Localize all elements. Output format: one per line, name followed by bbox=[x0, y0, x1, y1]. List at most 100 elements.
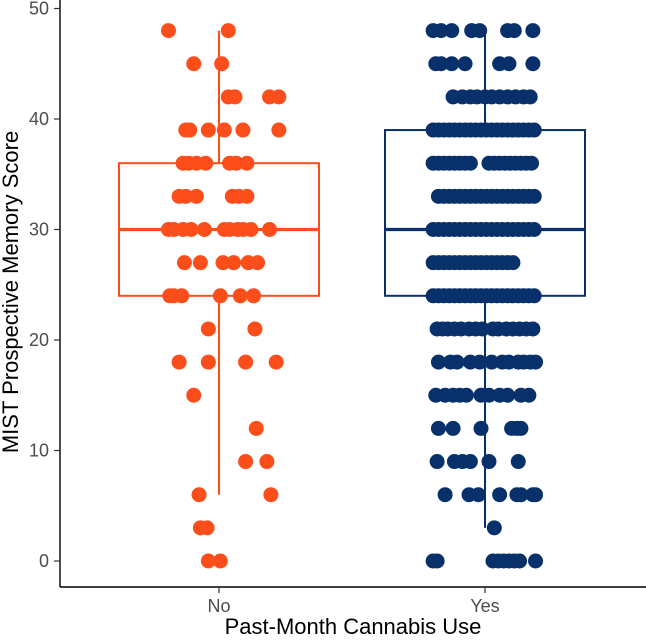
data-point-no bbox=[262, 222, 278, 237]
data-point-yes bbox=[433, 56, 449, 72]
data-point-no bbox=[215, 255, 231, 271]
data-point-yes bbox=[472, 23, 488, 39]
data-point-yes bbox=[510, 454, 526, 470]
data-point-yes bbox=[457, 56, 473, 72]
data-point-no bbox=[238, 354, 254, 370]
data-point-yes bbox=[445, 420, 461, 436]
x-tick-label: Yes bbox=[470, 596, 499, 616]
y-tick-label: 50 bbox=[29, 0, 49, 19]
data-point-yes bbox=[484, 354, 500, 370]
plot-area bbox=[118, 23, 586, 569]
data-point-no bbox=[220, 23, 236, 39]
data-point-yes bbox=[526, 222, 542, 237]
data-point-no bbox=[188, 188, 204, 204]
data-point-yes bbox=[500, 387, 516, 403]
y-tick-label: 20 bbox=[29, 330, 49, 350]
data-point-no bbox=[200, 354, 216, 370]
data-point-no bbox=[182, 122, 198, 138]
data-point-yes bbox=[429, 553, 445, 569]
data-point-yes bbox=[505, 255, 521, 271]
data-point-yes bbox=[444, 56, 460, 72]
data-point-yes bbox=[513, 487, 529, 503]
data-point-no bbox=[263, 487, 279, 503]
data-point-yes bbox=[525, 56, 541, 72]
y-tick-label: 10 bbox=[29, 441, 49, 461]
data-point-yes bbox=[462, 155, 478, 171]
data-point-no bbox=[216, 122, 232, 138]
y-tick-label: 40 bbox=[29, 109, 49, 129]
data-point-no bbox=[171, 354, 187, 370]
data-point-yes bbox=[501, 56, 517, 72]
data-point-yes bbox=[449, 354, 465, 370]
data-point-yes bbox=[481, 387, 497, 403]
data-point-no bbox=[226, 255, 242, 271]
data-point-no bbox=[176, 255, 192, 271]
data-point-yes bbox=[512, 553, 528, 569]
data-point-no bbox=[239, 188, 255, 204]
data-point-no bbox=[198, 155, 214, 171]
data-point-yes bbox=[525, 23, 541, 39]
data-point-yes bbox=[472, 354, 488, 370]
data-point-yes bbox=[458, 387, 474, 403]
x-axis-title: Past-Month Cannabis Use bbox=[225, 614, 482, 639]
data-point-yes bbox=[429, 454, 445, 470]
data-point-no bbox=[239, 155, 255, 171]
box-yes bbox=[384, 129, 586, 297]
data-point-yes bbox=[526, 188, 542, 204]
data-point-no bbox=[246, 288, 262, 304]
y-tick-label: 0 bbox=[39, 551, 49, 571]
data-point-yes bbox=[525, 321, 541, 337]
data-point-no bbox=[271, 122, 287, 138]
data-point-no bbox=[250, 255, 266, 271]
data-point-yes bbox=[521, 387, 537, 403]
data-point-yes bbox=[492, 487, 508, 503]
data-point-no bbox=[247, 321, 263, 337]
data-point-no bbox=[186, 387, 202, 403]
data-point-yes bbox=[528, 354, 544, 370]
data-point-yes bbox=[526, 288, 542, 304]
data-point-yes bbox=[526, 122, 542, 138]
data-point-no bbox=[196, 222, 212, 237]
data-point-yes bbox=[528, 487, 544, 503]
data-point-no bbox=[228, 155, 244, 171]
data-point-no bbox=[183, 222, 199, 237]
data-point-no bbox=[186, 56, 202, 72]
data-point-no bbox=[271, 89, 287, 105]
data-point-no bbox=[160, 23, 176, 39]
data-point-yes bbox=[522, 89, 538, 105]
data-point-yes bbox=[524, 155, 540, 171]
x-tick-label: No bbox=[207, 596, 230, 616]
data-point-yes bbox=[473, 420, 489, 436]
data-point-no bbox=[243, 222, 259, 237]
data-point-no bbox=[191, 487, 207, 503]
data-point-no bbox=[212, 553, 228, 569]
data-point-no bbox=[232, 288, 248, 304]
data-point-no bbox=[192, 255, 208, 271]
data-point-yes bbox=[462, 454, 478, 470]
data-point-yes bbox=[486, 520, 502, 536]
data-point-yes bbox=[506, 23, 522, 39]
axes: 0 10 20 30 40 50 No Yes bbox=[29, 0, 646, 616]
data-point-yes bbox=[474, 321, 490, 337]
data-point-yes bbox=[470, 487, 486, 503]
data-point-no bbox=[227, 89, 243, 105]
data-point-no bbox=[200, 321, 216, 337]
data-point-no bbox=[200, 122, 216, 138]
data-point-no bbox=[259, 454, 275, 470]
y-axis-title: MIST Prospective Memory Score bbox=[0, 131, 23, 453]
data-point-yes bbox=[444, 23, 460, 39]
data-point-no bbox=[235, 122, 251, 138]
data-point-no bbox=[268, 354, 284, 370]
y-tick-label: 30 bbox=[29, 220, 49, 240]
data-point-no bbox=[178, 188, 194, 204]
data-point-no bbox=[174, 288, 190, 304]
data-point-no bbox=[200, 553, 216, 569]
data-point-no bbox=[199, 520, 215, 536]
data-point-no bbox=[248, 420, 264, 436]
data-point-yes bbox=[430, 354, 446, 370]
data-point-no bbox=[238, 454, 254, 470]
data-point-yes bbox=[437, 487, 453, 503]
data-point-no bbox=[214, 56, 230, 72]
data-point-yes bbox=[433, 23, 449, 39]
